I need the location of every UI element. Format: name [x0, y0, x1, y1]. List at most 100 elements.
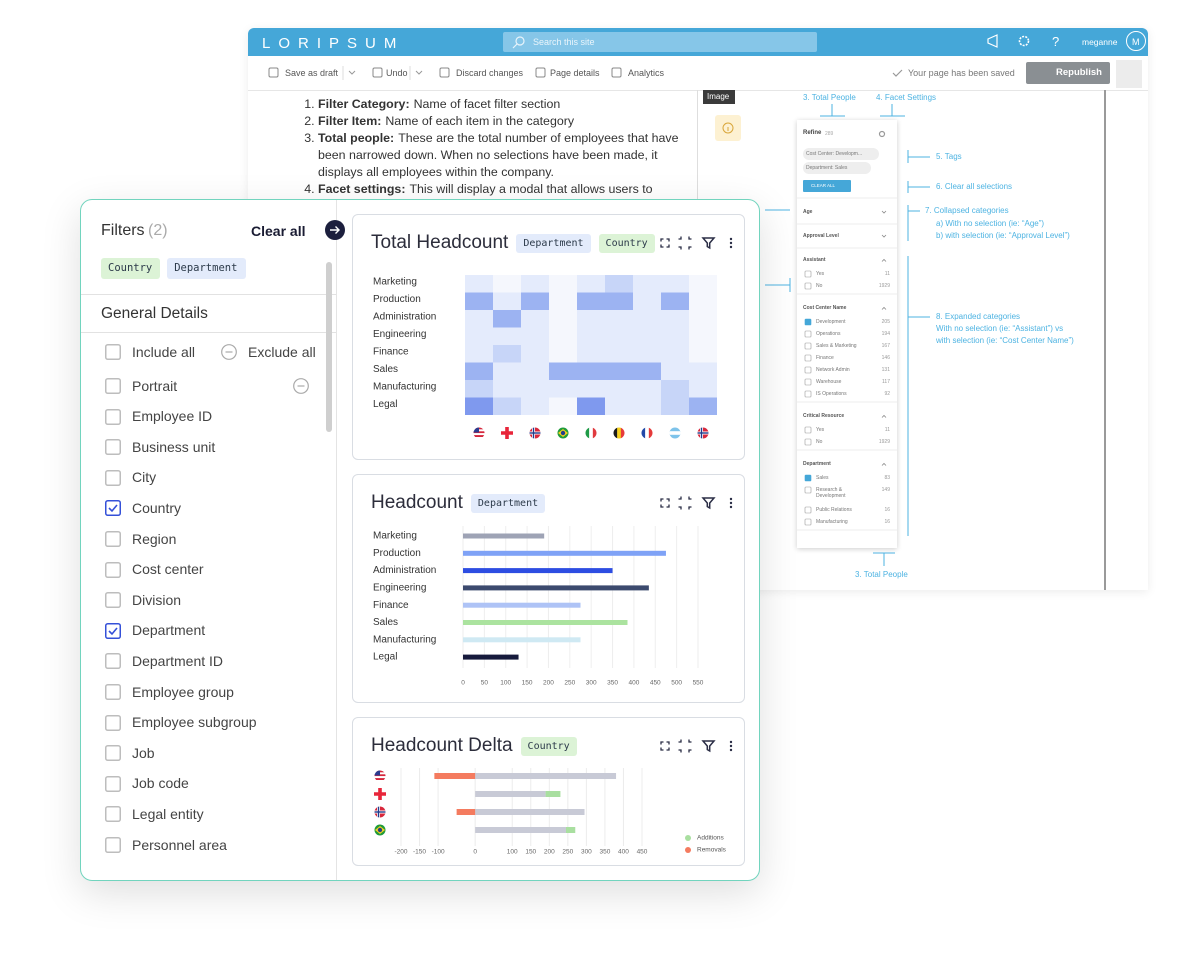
checkbox[interactable]: [105, 622, 121, 639]
filter-option[interactable]: Cost center: [132, 561, 204, 578]
facet-tag[interactable]: [803, 148, 879, 160]
checkbox[interactable]: [105, 806, 121, 823]
facet-item-label[interactable]: Finance: [816, 354, 834, 361]
checkbox[interactable]: [105, 500, 121, 517]
filter-option[interactable]: Portrait: [132, 377, 178, 394]
filter-option[interactable]: Department ID: [132, 653, 224, 669]
facet-settings-icon: [878, 130, 886, 138]
checkbox-box: [105, 653, 121, 670]
facet-item-label[interactable]: No: [816, 438, 823, 445]
exclude-all[interactable]: Exclude all: [248, 343, 316, 360]
checkbox[interactable]: [105, 653, 121, 670]
facet-clear-button[interactable]: [803, 180, 851, 192]
document-item: Facet settings:This will display a modal…: [318, 181, 698, 198]
facet-item-label[interactable]: Warehouse: [816, 378, 842, 385]
facet-tag[interactable]: [803, 162, 871, 174]
filter-option[interactable]: Business unit: [132, 438, 216, 455]
checkbox[interactable]: [105, 408, 121, 425]
facet-item-label[interactable]: Research & Development: [816, 486, 846, 500]
filter-option[interactable]: Personnel area: [132, 836, 227, 853]
facet-item-label[interactable]: Operations: [816, 330, 841, 337]
filter-option[interactable]: Job: [132, 744, 155, 761]
help-icon[interactable]: ?: [1052, 34, 1060, 50]
exclude-icon[interactable]: [293, 378, 309, 394]
x-tick-label: 150: [522, 680, 533, 687]
facet-group-title[interactable]: Critical Resource: [803, 413, 845, 419]
filter-tag-label[interactable]: Country: [108, 262, 153, 275]
search-box[interactable]: [503, 32, 817, 52]
checkbox[interactable]: [105, 344, 121, 360]
line: [512, 43, 518, 49]
checkbox[interactable]: [105, 775, 121, 792]
heat-cell: [689, 362, 717, 380]
discard[interactable]: Discard changes: [456, 67, 524, 78]
filter-option[interactable]: Employee subgroup: [132, 714, 257, 731]
filter-option[interactable]: Division: [132, 591, 182, 608]
checkbox[interactable]: [105, 439, 121, 456]
facet-item-label[interactable]: Sales: [816, 474, 829, 481]
include-all[interactable]: Include all: [132, 343, 196, 360]
checkbox[interactable]: [105, 561, 121, 578]
bar: [463, 585, 649, 591]
filter-option[interactable]: Legal entity: [132, 806, 204, 822]
checkbox[interactable]: [105, 745, 121, 762]
filter-option[interactable]: City: [132, 469, 157, 486]
heat-cell: [633, 362, 661, 380]
filter-option[interactable]: Job code: [132, 775, 189, 792]
checkbox[interactable]: [105, 684, 121, 700]
bar-segment: [545, 791, 561, 797]
filter-option[interactable]: Region: [132, 530, 177, 547]
heat-cell: [577, 327, 605, 345]
chart-tag[interactable]: Department: [516, 233, 591, 253]
facet-item-label[interactable]: Manufacturing: [816, 518, 848, 525]
facet-item-label[interactable]: Development: [816, 318, 846, 325]
document-list: Filter Category:Name of facet filter sec…: [300, 96, 698, 198]
filter-option[interactable]: Department: [132, 622, 206, 639]
filter-option[interactable]: Employee group: [132, 683, 234, 700]
filter-tag[interactable]: [101, 258, 161, 279]
chart-tag[interactable]: Country: [598, 233, 655, 253]
facet-item-label[interactable]: Network Admin: [816, 366, 850, 373]
y-tick-label: Production: [373, 548, 421, 559]
republish-button[interactable]: [1026, 62, 1110, 84]
chart-tag[interactable]: Department: [470, 493, 546, 513]
facet-item-label[interactable]: No: [816, 282, 823, 289]
facet-group-title[interactable]: Assistant: [803, 257, 826, 263]
checkbox[interactable]: [105, 714, 121, 731]
analytics[interactable]: Analytics: [628, 67, 665, 78]
facet-item-label[interactable]: IS Operations: [816, 390, 847, 397]
filter-tag-label[interactable]: Department: [174, 262, 238, 275]
facet-collapsed-title[interactable]: Age: [803, 209, 813, 215]
filters-clear[interactable]: Clear all: [251, 222, 306, 239]
collapse-button[interactable]: [1116, 60, 1142, 88]
checkbox[interactable]: [105, 469, 121, 486]
checkbox[interactable]: [105, 531, 121, 547]
checkbox[interactable]: [105, 837, 121, 853]
facet-item-label[interactable]: Yes: [816, 270, 825, 277]
facet-chevron: [881, 258, 887, 262]
heat-cell: [633, 397, 661, 415]
facet-item-label[interactable]: Public Relations: [816, 506, 852, 513]
x-tick-label: 250: [562, 849, 573, 856]
avatar[interactable]: [1126, 31, 1146, 51]
facet-collapsed-title[interactable]: Approval Level: [803, 233, 839, 239]
heat-cell: [633, 310, 661, 328]
checkbox[interactable]: [105, 378, 121, 394]
filter-tag[interactable]: [167, 258, 247, 279]
page-details[interactable]: Page details: [550, 67, 600, 78]
checkbox[interactable]: [105, 592, 121, 609]
republish-label[interactable]: Republish: [1056, 67, 1102, 79]
facet-item-label[interactable]: Yes: [816, 426, 825, 433]
chart-tag[interactable]: Country: [520, 736, 577, 756]
collapse-panel-button[interactable]: [324, 219, 346, 241]
save-draft[interactable]: Save as draft: [285, 67, 339, 78]
facet-group-title[interactable]: Cost Center Name: [803, 305, 847, 311]
filter-option[interactable]: Country: [132, 500, 182, 516]
undo[interactable]: Undo: [386, 67, 408, 78]
facet-group-title[interactable]: Department: [803, 461, 831, 467]
exclude-icon[interactable]: [221, 344, 237, 360]
facet-item-label[interactable]: Sales & Marketing: [816, 342, 857, 349]
filter-option[interactable]: Employee ID: [132, 408, 213, 425]
facet-clear-label[interactable]: CLEAR ALL: [811, 183, 836, 189]
more-icon: [729, 501, 733, 505]
